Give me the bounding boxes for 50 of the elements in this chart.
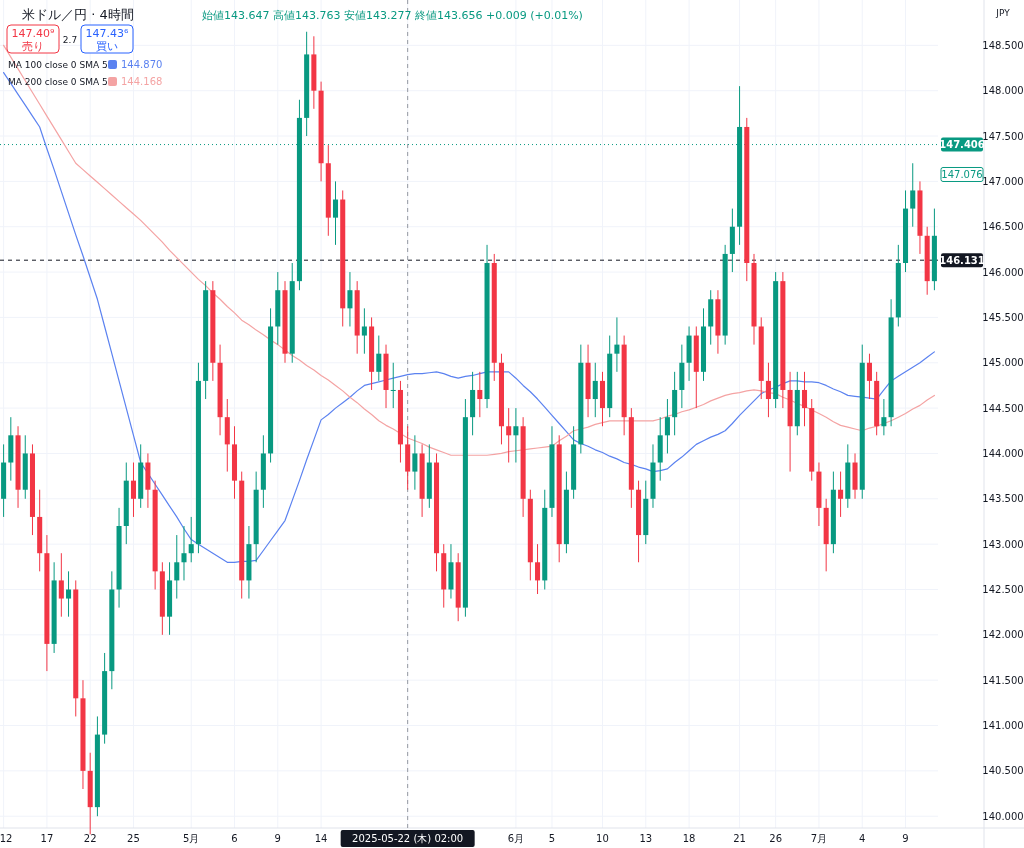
x-tick-label: 9 — [274, 833, 281, 844]
y-tick-label: 148.000 — [982, 85, 1024, 97]
x-tick-label: 21 — [733, 833, 746, 844]
annotation: 147.43⁶ — [85, 27, 130, 40]
y-tick-label: 145.500 — [982, 311, 1024, 323]
y-tick-label: 143.500 — [982, 493, 1024, 505]
annotation: 144.870 — [121, 59, 163, 70]
x-tick-label: 9 — [902, 833, 909, 844]
legend-label: MA 100 close 0 SMA 5 — [8, 60, 108, 70]
y-tick-label: 146.000 — [982, 266, 1024, 278]
y-tick-label: 141.000 — [982, 720, 1024, 732]
y-tick-label: 145.000 — [982, 357, 1024, 369]
x-tick-label: 2025-05-22 (木) 02:00 — [352, 833, 464, 844]
x-tick-label: 7月 — [810, 833, 828, 844]
x-tick-label: 4 — [859, 833, 866, 844]
x-tick-label: 22 — [83, 833, 97, 844]
y-tick-label: 147.000 — [982, 175, 1024, 187]
chart-title: 米ドル／円 · 4時間 — [22, 7, 134, 22]
y-tick-label: 142.500 — [982, 583, 1024, 595]
x-tick-label: 12 — [0, 833, 13, 844]
x-tick-label: 18 — [682, 833, 696, 844]
x-tick-label: 5月 — [183, 833, 200, 844]
y-tick-label: 141.500 — [982, 674, 1024, 686]
y-tick-label: 148.500 — [982, 39, 1024, 51]
annotation: 147.076 — [941, 168, 983, 180]
x-tick-label: 6 — [231, 833, 238, 844]
x-tick-label: 10 — [596, 833, 609, 844]
y-tick-label: 146.500 — [982, 221, 1024, 233]
x-tick-label: 5 — [548, 833, 556, 844]
y-tick-label: 147.500 — [982, 130, 1024, 142]
text: 始値143.647 高値143.763 安値143.277 終値143.656 +0.009 (+0.01%) — [202, 9, 583, 22]
x-tick-label: 6月 — [507, 833, 525, 844]
y-tick-label: 140.000 — [982, 810, 1024, 822]
legend-label: MA 200 close 0 SMA 5 — [8, 77, 108, 87]
x-tick-label: 13 — [639, 833, 653, 844]
annotation: 147.40⁹ — [11, 27, 55, 40]
x-tick-label: 26 — [769, 833, 783, 844]
x-tick-label: 17 — [40, 833, 54, 844]
annotation: 買い — [96, 40, 118, 53]
y-tick-label: 140.500 — [982, 765, 1024, 777]
y-tick-label: 144.500 — [982, 402, 1024, 414]
y-tick-label: 143.000 — [982, 538, 1024, 550]
annotation: 2.7 — [62, 35, 78, 45]
x-tick-label: 14 — [314, 833, 328, 844]
text: JPY — [996, 8, 1010, 18]
y-tick-label: 142.000 — [982, 629, 1024, 641]
annotation: 144.168 — [121, 76, 163, 87]
annotation: 売り — [22, 40, 44, 53]
x-tick-label: 25 — [127, 833, 140, 844]
y-tick-label: 144.000 — [982, 447, 1024, 459]
